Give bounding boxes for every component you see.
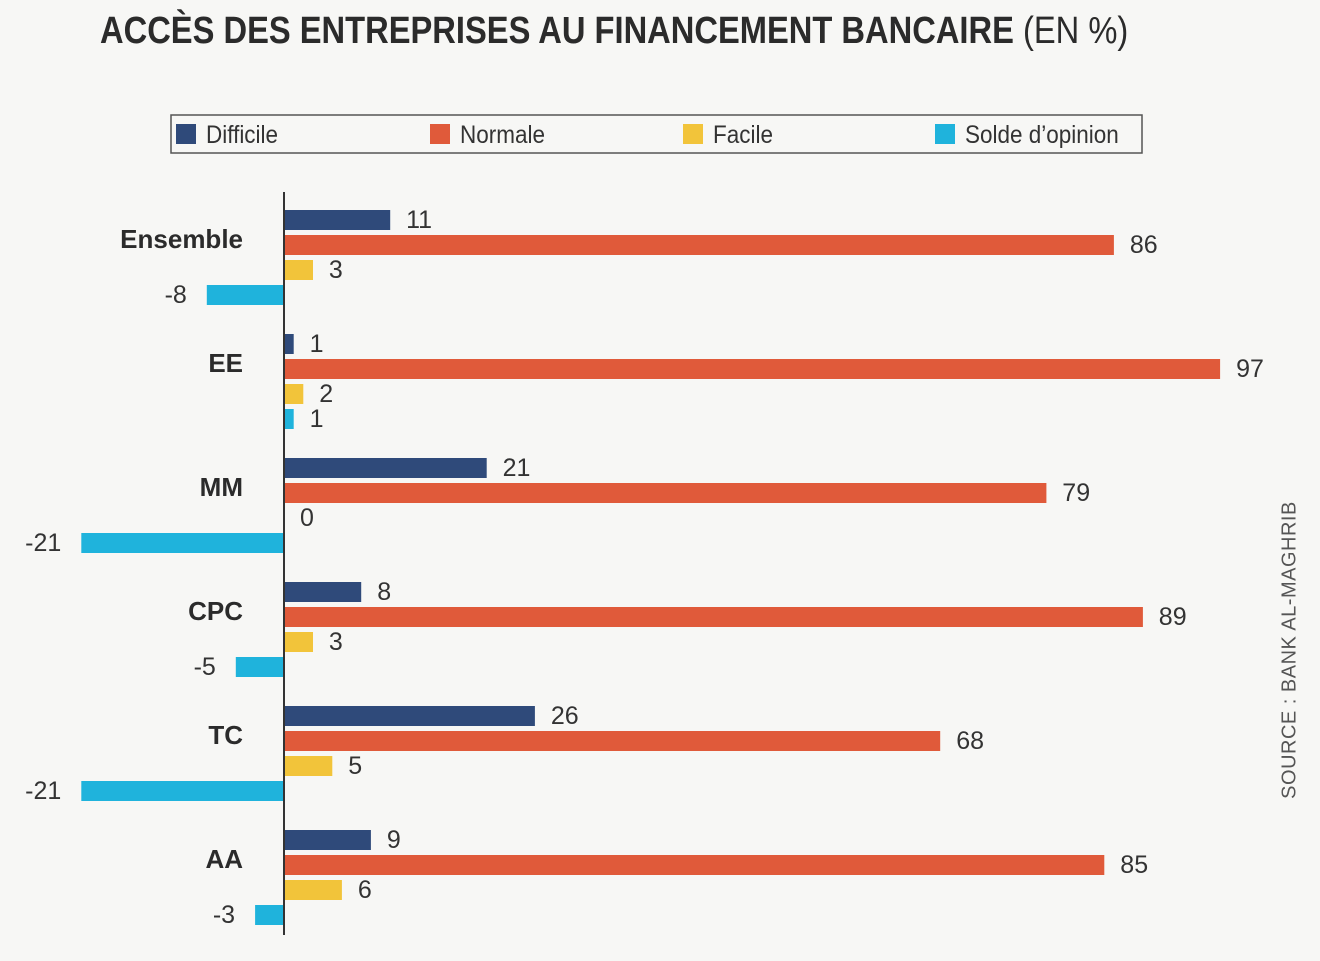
data-label-mm-normale: 79 xyxy=(1062,479,1090,507)
legend-label-solde-d-opinion: Solde d’opinion xyxy=(965,121,1119,149)
bar-mm-normale xyxy=(284,483,1047,503)
data-label-aa-normale: 85 xyxy=(1120,851,1148,879)
data-label-cpc-difficile: 8 xyxy=(377,578,391,606)
data-label-mm-solde-d-opinion: -21 xyxy=(25,529,61,557)
data-label-mm-facile: 0 xyxy=(300,504,314,532)
data-label-tc-solde-d-opinion: -21 xyxy=(25,777,61,805)
bar-mm-solde-d-opinion xyxy=(81,533,284,553)
bar-cpc-difficile xyxy=(284,582,362,602)
data-label-aa-difficile: 9 xyxy=(387,826,401,854)
source-note: SOURCE : BANK AL-MAGHRIB xyxy=(1278,501,1301,799)
bar-tc-facile xyxy=(284,756,333,776)
data-label-ee-facile: 2 xyxy=(319,380,333,408)
bar-cpc-facile xyxy=(284,632,313,652)
chart-title-unit: (EN %) xyxy=(1022,10,1129,52)
legend-box xyxy=(170,114,1143,154)
legend-swatch-difficile xyxy=(176,124,196,144)
data-label-cpc-solde-d-opinion: -5 xyxy=(194,653,216,681)
chart-title: ACCÈS DES ENTREPRISES AU FINANCEMENT BAN… xyxy=(100,10,1128,53)
bar-ee-facile xyxy=(284,384,304,404)
bar-aa-normale xyxy=(284,855,1105,875)
bar-tc-difficile xyxy=(284,706,535,726)
legend-swatch-facile xyxy=(683,124,703,144)
bar-ensemble-normale xyxy=(284,235,1114,255)
category-label-aa: AA xyxy=(205,844,243,874)
data-label-aa-solde-d-opinion: -3 xyxy=(213,901,235,929)
bar-tc-solde-d-opinion xyxy=(81,781,284,801)
category-label-ensemble: Ensemble xyxy=(120,224,243,254)
bar-cpc-normale xyxy=(284,607,1143,627)
legend-swatch-normale xyxy=(430,124,450,144)
bar-tc-normale xyxy=(284,731,941,751)
data-label-ensemble-solde-d-opinion: -8 xyxy=(165,281,187,309)
legend-label-normale: Normale xyxy=(460,121,545,149)
bar-aa-difficile xyxy=(284,830,371,850)
data-label-aa-facile: 6 xyxy=(358,876,372,904)
legend-label-difficile: Difficile xyxy=(206,121,278,149)
category-label-cpc: CPC xyxy=(188,596,243,626)
bar-ee-difficile xyxy=(284,334,294,354)
legend-swatch-solde-d-opinion xyxy=(935,124,955,144)
bar-aa-facile xyxy=(284,880,342,900)
category-label-mm: MM xyxy=(200,472,243,502)
bar-ensemble-difficile xyxy=(284,210,391,230)
bar-mm-difficile xyxy=(284,458,487,478)
data-label-ee-solde-d-opinion: 1 xyxy=(310,405,324,433)
data-label-mm-difficile: 21 xyxy=(503,454,531,482)
data-label-ee-difficile: 1 xyxy=(310,330,324,358)
bar-ensemble-facile xyxy=(284,260,313,280)
data-label-cpc-facile: 3 xyxy=(329,628,343,656)
bar-ensemble-solde-d-opinion xyxy=(206,285,284,305)
chart-title-text: ACCÈS DES ENTREPRISES AU FINANCEMENT BAN… xyxy=(100,10,1014,52)
category-label-ee: EE xyxy=(208,348,243,378)
data-label-tc-difficile: 26 xyxy=(551,702,579,730)
data-label-tc-facile: 5 xyxy=(348,752,362,780)
data-label-ensemble-facile: 3 xyxy=(329,256,343,284)
category-label-tc: TC xyxy=(208,720,243,750)
data-label-ensemble-difficile: 11 xyxy=(406,206,432,234)
data-label-ee-normale: 97 xyxy=(1236,355,1264,383)
bar-ee-solde-d-opinion xyxy=(284,409,294,429)
data-label-ensemble-normale: 86 xyxy=(1130,231,1158,259)
legend-label-facile: Facile xyxy=(713,121,773,149)
bar-ee-normale xyxy=(284,359,1221,379)
bar-aa-solde-d-opinion xyxy=(255,905,285,925)
bar-cpc-solde-d-opinion xyxy=(235,657,285,677)
data-label-cpc-normale: 89 xyxy=(1159,603,1187,631)
data-label-tc-normale: 68 xyxy=(956,727,984,755)
